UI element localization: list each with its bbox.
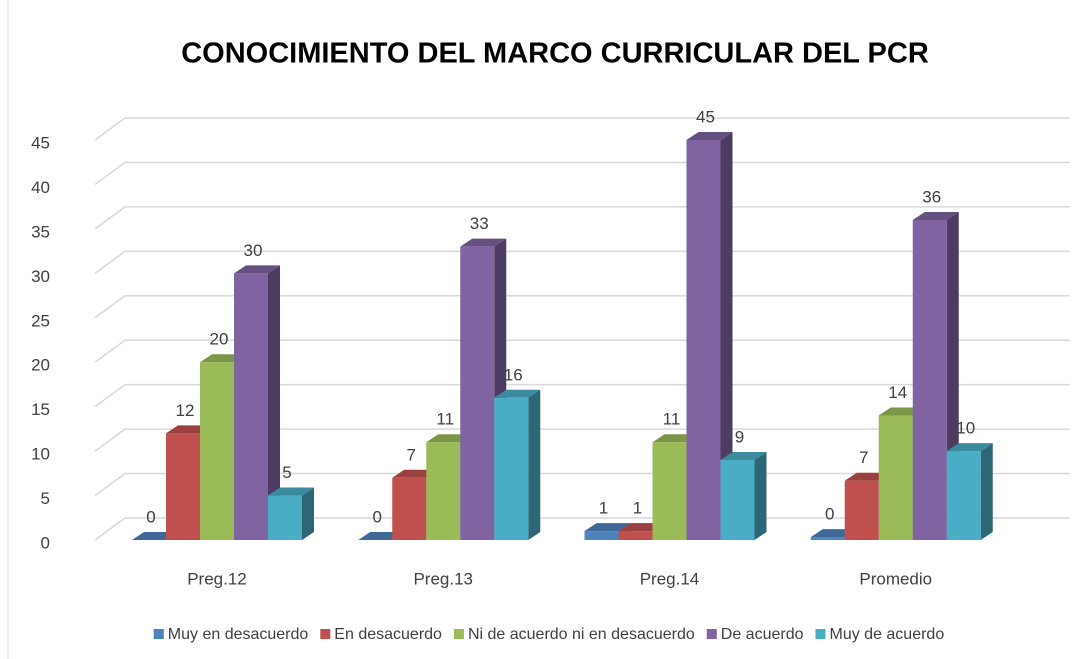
legend-swatch: [706, 629, 717, 639]
bar-front: [912, 220, 947, 540]
value-label: 45: [696, 107, 715, 126]
bar-side: [980, 443, 993, 540]
value-label: 0: [373, 507, 382, 526]
bar-top: [584, 523, 631, 532]
bar-front: [810, 537, 845, 540]
bar-top: [460, 238, 507, 247]
bar-side: [754, 452, 767, 540]
legend-swatch: [153, 629, 164, 639]
grid-line: [94, 295, 1070, 319]
value-label: 7: [859, 448, 868, 467]
bar-top: [720, 452, 767, 460]
bar-side: [302, 487, 314, 540]
bar-front: [878, 415, 913, 540]
bar-top: [946, 443, 993, 452]
legend-label: Ni de acuerdo ni en desacuerdo: [468, 626, 695, 643]
bar-top: [268, 487, 314, 496]
legend-label: Muy de acuerdo: [829, 626, 944, 643]
y-tick-label: 25: [31, 311, 50, 330]
y-tick-label: 15: [31, 400, 50, 419]
y-tick-label: 20: [31, 356, 50, 375]
bar: [234, 265, 280, 540]
value-label: 0: [825, 505, 834, 524]
bar-front: [720, 460, 755, 540]
value-label: 11: [663, 410, 681, 429]
x-tick-label: Preg.13: [413, 569, 473, 588]
grid-line: [94, 383, 1070, 408]
legend-label: Muy en desacuerdo: [168, 626, 309, 643]
value-label: 9: [735, 427, 744, 446]
y-tick-label: 45: [31, 133, 50, 152]
value-label: 33: [470, 214, 489, 233]
value-label: 12: [176, 401, 195, 420]
y-tick-label: 5: [41, 489, 50, 508]
y-tick-label: 40: [31, 178, 50, 197]
bar-side: [528, 389, 541, 540]
chart-title: CONOCIMIENTO DEL MARCO CURRICULAR DEL PC…: [181, 38, 929, 70]
legend: Muy en desacuerdo En desacuerdo Ni de acue…: [153, 626, 944, 643]
y-tick-label: 0: [41, 533, 50, 552]
legend-swatch: [453, 629, 464, 639]
bar-front: [652, 442, 687, 540]
bar-top: [234, 265, 280, 274]
bar: [494, 389, 541, 540]
bar-front: [844, 480, 879, 540]
x-tick-label: Preg.14: [640, 569, 700, 588]
bar-front: [268, 495, 302, 540]
grid-line: [94, 428, 1070, 452]
legend-label: De acuerdo: [721, 626, 804, 643]
y-tick-label: 10: [31, 445, 50, 464]
y-tick-label: 30: [31, 267, 50, 286]
bar: [268, 487, 314, 540]
bar: [946, 443, 993, 540]
bar-front: [392, 477, 427, 540]
value-label: 7: [407, 445, 416, 464]
value-label: 0: [146, 507, 155, 526]
legend-swatch: [320, 629, 331, 639]
bar-front: [946, 451, 981, 540]
bar-front: [686, 140, 721, 540]
grid-line: [94, 250, 1070, 274]
value-label: 10: [956, 419, 975, 438]
bar-front: [234, 273, 268, 540]
bar-front: [460, 246, 495, 540]
bar-front: [426, 442, 461, 540]
x-tick-label: Preg.12: [187, 569, 247, 588]
value-label: 30: [244, 241, 263, 260]
y-tick-label: 35: [31, 222, 50, 241]
grid-line: [94, 206, 1070, 230]
grid-line: [94, 161, 1070, 186]
bar-top: [912, 212, 959, 220]
value-label: 11: [436, 410, 454, 429]
bar-top: [494, 389, 541, 398]
bar: [686, 132, 733, 540]
legend-swatch: [815, 629, 826, 639]
value-label: 1: [633, 499, 642, 518]
legend-label: En desacuerdo: [334, 626, 442, 643]
value-label: 1: [599, 499, 608, 518]
bar-front: [494, 397, 529, 540]
value-label: 5: [282, 463, 291, 482]
bar-front: [166, 433, 200, 540]
value-label: 14: [888, 383, 907, 402]
bar-front: [618, 531, 653, 540]
bar-top: [686, 132, 733, 140]
value-label: 20: [210, 330, 229, 349]
bar-side: [268, 265, 280, 540]
grid-line: [94, 117, 1070, 141]
bar-front: [200, 362, 234, 540]
bar: [720, 452, 767, 540]
x-tick-label: Promedio: [859, 569, 932, 588]
bar-side: [720, 132, 733, 540]
value-label: 36: [922, 187, 941, 206]
grid-line: [94, 339, 1070, 363]
bar-front: [584, 531, 619, 540]
value-label: 16: [504, 365, 523, 384]
